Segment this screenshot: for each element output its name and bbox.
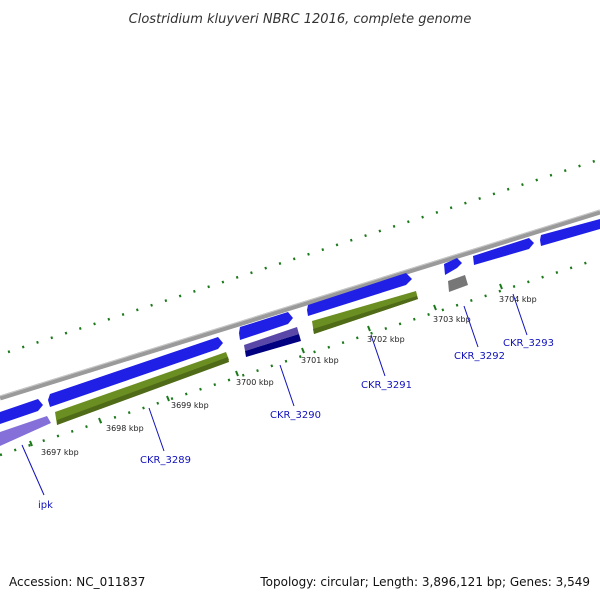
gene-label-ckr-3289[interactable]: CKR_3289 (140, 455, 191, 466)
major-ticks (29, 283, 503, 447)
tick-label: 3697 kbp (41, 448, 79, 457)
inner-tick-ring (0, 257, 599, 457)
genome-backbone-highlight (0, 209, 600, 397)
tick-labels: 3697 kbp 3698 kbp 3699 kbp 3700 kbp 3701… (41, 295, 537, 457)
cds-arrow-next (540, 219, 600, 246)
tick-label: 3702 kbp (367, 335, 405, 344)
leader-line-ipk (21, 444, 45, 496)
cds-arrow-ckr-3290 (239, 312, 293, 340)
genome-summary-text: Topology: circular; Length: 3,896,121 bp… (259, 575, 590, 589)
gene-label-ipk[interactable]: ipk (38, 500, 53, 511)
cds-arrow-ckr-3289 (48, 337, 223, 407)
cds-arrow-ckr-3291 (307, 273, 412, 316)
feature-bar-ipk (0, 416, 51, 446)
cds-arrow-ckr-3293 (473, 238, 534, 265)
feature-bar-ckr-3290-lower (245, 334, 301, 357)
leader-line-ckr-3293 (512, 293, 528, 336)
tick-label: 3703 kbp (433, 315, 471, 324)
tick-label: 3704 kbp (499, 295, 537, 304)
tick-label: 3701 kbp (301, 356, 339, 365)
leader-line-ckr-3292 (463, 305, 479, 348)
cds-arrow-ckr-3292 (444, 258, 462, 275)
map-title: Clostridium kluyveri NBRC 12016, complet… (129, 12, 472, 27)
feature-bar-ckr-3289-shade (57, 357, 229, 425)
accession-text: Accession: NC_011837 (9, 575, 145, 589)
tick-label: 3698 kbp (106, 424, 144, 433)
feature-bar-ckr-3290-upper (244, 327, 299, 351)
forward-strand-features (0, 219, 600, 424)
gene-leader-lines (21, 293, 528, 496)
leader-line-ckr-3289 (148, 407, 165, 452)
gene-label-ckr-3293[interactable]: CKR_3293 (503, 338, 554, 349)
leader-line-ckr-3290 (279, 364, 295, 407)
feature-bar-ckr-3292 (448, 275, 468, 292)
feature-bar-ckr-3291-shade (313, 296, 418, 334)
outer-tick-ring (7, 158, 599, 354)
tick-label: 3699 kbp (171, 401, 209, 410)
gene-label-ckr-3290[interactable]: CKR_3290 (270, 410, 321, 421)
genome-backbone (0, 209, 600, 401)
cds-arrow-ipk (0, 399, 43, 424)
tick-label: 3700 kbp (236, 378, 274, 387)
gene-label-ckr-3292[interactable]: CKR_3292 (454, 351, 505, 362)
leader-line-ckr-3291 (370, 334, 386, 377)
gene-labels: ipk CKR_3289 CKR_3290 CKR_3291 CKR_3292 … (38, 338, 554, 511)
gene-label-ckr-3291[interactable]: CKR_3291 (361, 380, 412, 391)
